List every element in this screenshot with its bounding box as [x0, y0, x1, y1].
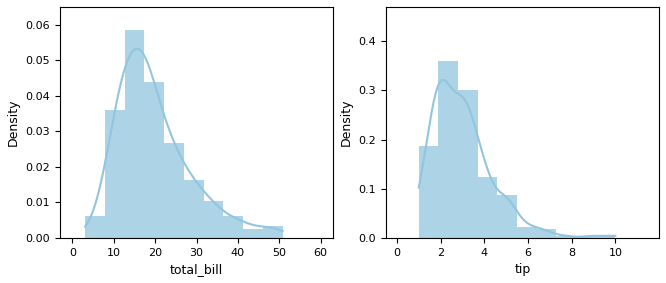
- Bar: [517, 227, 537, 238]
- Bar: [576, 235, 595, 238]
- Bar: [243, 229, 263, 238]
- Bar: [184, 180, 204, 238]
- Y-axis label: Density: Density: [340, 98, 353, 146]
- Bar: [458, 90, 478, 238]
- Bar: [556, 235, 576, 238]
- Bar: [263, 226, 282, 238]
- Bar: [223, 216, 243, 238]
- Y-axis label: Density: Density: [7, 98, 20, 146]
- Bar: [498, 195, 517, 238]
- X-axis label: total_bill: total_bill: [170, 263, 223, 276]
- Bar: [164, 143, 184, 238]
- X-axis label: tip: tip: [514, 263, 531, 276]
- Bar: [478, 177, 498, 238]
- Bar: [537, 229, 556, 238]
- Bar: [204, 201, 223, 238]
- Bar: [85, 216, 105, 238]
- Bar: [419, 146, 438, 238]
- Bar: [595, 235, 615, 238]
- Bar: [145, 82, 164, 238]
- Bar: [105, 110, 125, 238]
- Bar: [438, 61, 458, 238]
- Bar: [125, 31, 145, 238]
